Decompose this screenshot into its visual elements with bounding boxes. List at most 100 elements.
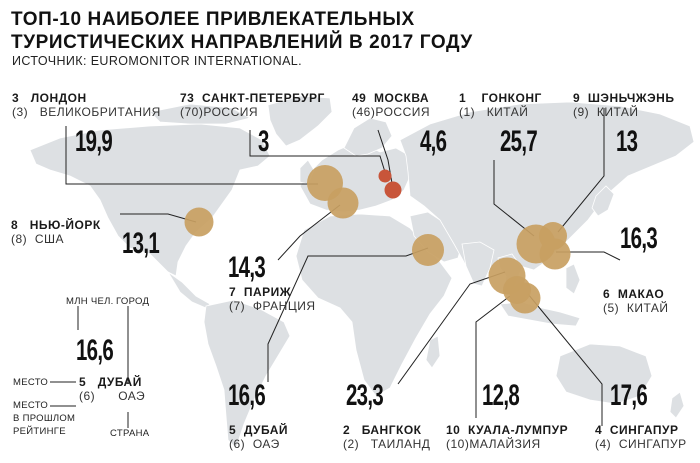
city-name: СИНГАПУР [609, 423, 679, 437]
value-shenzhen: 13 [616, 125, 638, 158]
value-macau: 16,3 [620, 222, 658, 255]
country: РОССИЯ [375, 105, 431, 119]
value-newyork: 13,1 [122, 227, 160, 260]
japan [591, 185, 615, 217]
city-name: МОСКВА [374, 91, 430, 105]
label-paris: 7 ПАРИЖ (7) ФРАНЦИЯ [229, 285, 316, 313]
prev-rank: (8) [11, 232, 28, 246]
label-newyork: 8 НЬЮ-ЙОРК (8) США [11, 218, 101, 246]
label-shenzhen: 9 ШЭНЬЧЖЭНЬ (9) КИТАЙ [573, 91, 674, 119]
leader-moscow [377, 129, 394, 190]
rank: 9 [573, 91, 581, 105]
leader-spb [249, 130, 386, 173]
rank: 1 [459, 91, 467, 105]
legend-name: ДУБАЙ [97, 375, 142, 389]
bubbles [184, 165, 571, 314]
continents [29, 95, 695, 449]
prev-rank: (46) [352, 105, 376, 119]
source-note: ИСТОЧНИК: EUROMONITOR INTERNATIONAL. [12, 54, 303, 68]
central-america [167, 271, 211, 309]
south-america [203, 299, 291, 449]
value-singapore: 17,6 [610, 379, 648, 412]
country: МАЛАЙЗИЯ [469, 437, 541, 451]
bubble-macau [539, 238, 571, 270]
country: США [34, 232, 65, 246]
label-spb: 73 САНКТ-ПЕТЕРБУРГ (70)РОССИЯ [180, 91, 325, 119]
prev-rank: (5) [603, 301, 620, 315]
label-kl: 10 КУАЛА-ЛУМПУР (10)МАЛАЙЗИЯ [446, 423, 568, 451]
legend-prev: (6) [79, 389, 96, 403]
value-hongkong: 25,7 [500, 125, 538, 158]
city-name: САНКТ-ПЕТЕРБУРГ [202, 91, 325, 105]
greenland [267, 95, 333, 147]
bubble-moscow [384, 181, 402, 199]
country: СИНГАПУР [618, 437, 687, 451]
city-name: ЛОНДОН [30, 91, 87, 105]
city-name: ПАРИЖ [243, 285, 292, 299]
asia [399, 101, 695, 283]
legend-prev-place-3: РЕЙТИНГЕ [13, 426, 66, 437]
north-america [29, 123, 271, 277]
leader-singapore [527, 293, 603, 426]
legend-sample: 5 ДУБАЙ (6) ОАЭ [79, 375, 145, 403]
city-name: МАКАО [617, 287, 665, 301]
legend-prev-place-1: МЕСТО [13, 400, 49, 411]
leader-macau [556, 251, 621, 261]
rank: 5 [229, 423, 237, 437]
country: ВЕЛИКОБРИТАНИЯ [39, 105, 161, 119]
legend-rank: 5 [79, 375, 87, 389]
rank: 49 [352, 91, 367, 105]
rank: 10 [446, 423, 461, 437]
value-bangkok: 23,3 [346, 379, 384, 412]
rank: 7 [229, 285, 237, 299]
africa [295, 213, 453, 397]
country: ТАИЛАНД [370, 437, 431, 451]
leader-shenzhen [557, 108, 605, 233]
country: ФРАНЦИЯ [252, 299, 316, 313]
prev-rank: (70) [180, 105, 204, 119]
rank: 3 [12, 91, 20, 105]
country: КИТАЙ [626, 301, 669, 315]
city-name: БАНГКОК [361, 423, 422, 437]
madagascar [425, 335, 441, 369]
label-london: 3 ЛОНДОН (3) ВЕЛИКОБРИТАНИЯ [12, 91, 161, 119]
prev-rank: (4) [595, 437, 612, 451]
label-singapore: 4 СИНГАПУР (4) СИНГАПУР [595, 423, 687, 451]
label-moscow: 49 МОСКВА (46)РОССИЯ [352, 91, 430, 119]
country: КИТАЙ [486, 105, 529, 119]
prev-rank: (1) [459, 105, 476, 119]
rank: 6 [603, 287, 611, 301]
label-macau: 6 МАКАО (5) КИТАЙ [603, 287, 669, 315]
city-name: ГОНКОНГ [481, 91, 542, 105]
legend-place: МЕСТО [13, 377, 49, 388]
value-moscow: 4,6 [420, 125, 447, 158]
label-bangkok: 2 БАНГКОК (2) ТАИЛАНД [343, 423, 430, 451]
scandinavia [343, 117, 393, 157]
bubble-paris [327, 187, 359, 219]
label-dubai: 5 ДУБАЙ (6) ОАЭ [229, 423, 288, 451]
value-kl: 12,8 [482, 379, 520, 412]
rank: 2 [343, 423, 351, 437]
bubble-singapore [509, 282, 541, 314]
value-london: 19,9 [75, 125, 113, 158]
country: ОАЭ [252, 437, 280, 451]
rank: 73 [180, 91, 195, 105]
city-name: КУАЛА-ЛУМПУР [468, 423, 569, 437]
australia [555, 343, 653, 405]
leader-kl [475, 295, 511, 418]
leader-paris [277, 204, 341, 261]
prev-rank: (2) [343, 437, 360, 451]
rank: 8 [11, 218, 19, 232]
legend-country-value: ОАЭ [118, 389, 146, 403]
bubble-dubai [412, 234, 444, 266]
label-hongkong: 1 ГОНКОНГ (1) КИТАЙ [459, 91, 542, 119]
bubble-newyork [184, 207, 214, 237]
legend-value: 16,6 [76, 334, 114, 367]
leader-london [65, 126, 318, 185]
prev-rank: (3) [12, 105, 29, 119]
chart-title-line1: ТОП-10 НАИБОЛЕЕ ПРИВЛЕКАТЕЛЬНЫХ [11, 9, 415, 30]
philippines [565, 263, 581, 295]
legend-country: СТРАНА [110, 428, 150, 439]
prev-rank: (7) [229, 299, 246, 313]
